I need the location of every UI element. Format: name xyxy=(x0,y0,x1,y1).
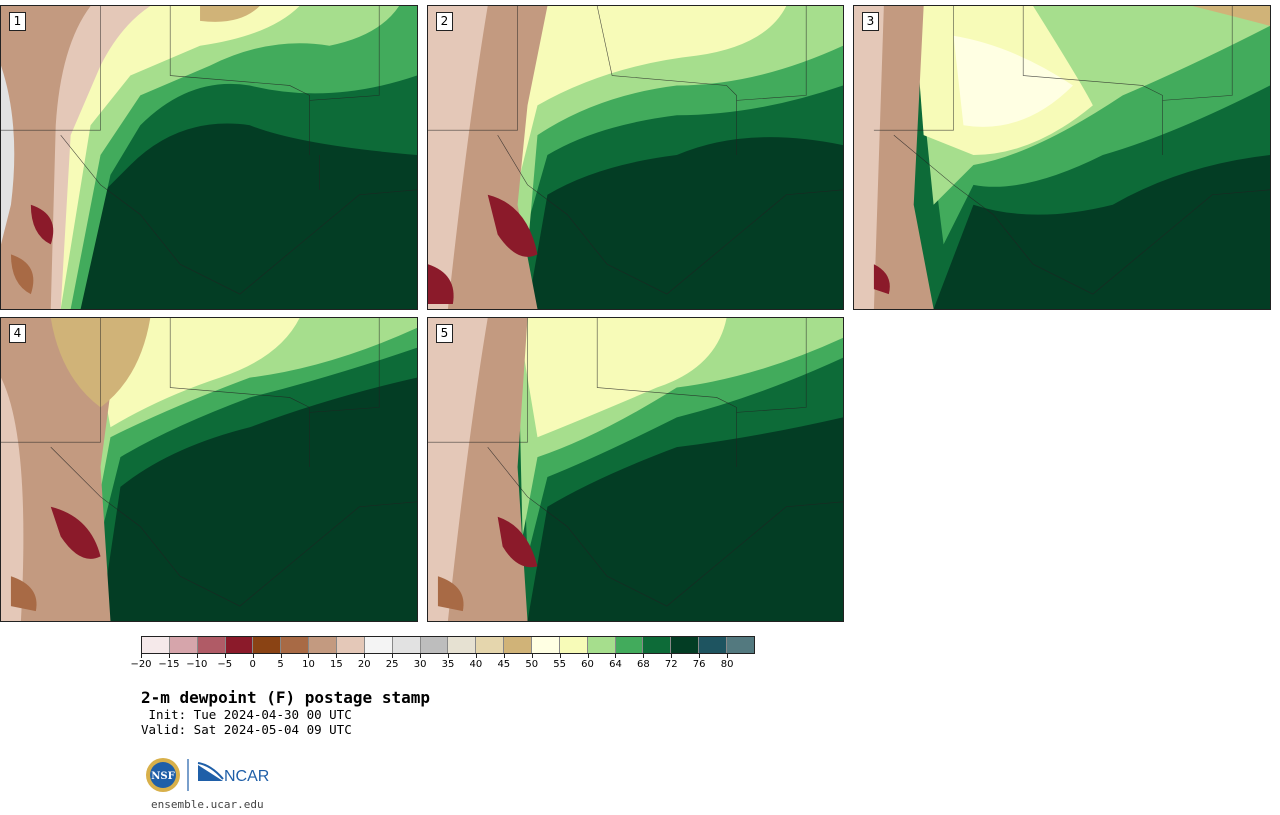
colorbar-tick xyxy=(224,654,226,658)
colorbar-tick xyxy=(587,654,589,658)
colorbar-tick-label: 60 xyxy=(581,659,594,670)
colorbar-tick-label: 45 xyxy=(497,659,511,670)
colorbar-tick-label: 30 xyxy=(413,659,427,670)
map-panel-5: 5 xyxy=(427,317,844,622)
colorbar-tick-label: −15 xyxy=(158,659,180,670)
colorbar-tick xyxy=(196,654,198,658)
map-panel-2: 2 xyxy=(427,5,844,310)
colorbar-tick xyxy=(252,654,254,658)
colorbar-tick xyxy=(392,654,394,658)
colorbar-segment xyxy=(699,637,728,653)
panel-number: 1 xyxy=(9,12,26,31)
colorbar-tick-label: 80 xyxy=(720,659,734,670)
colorbar-segment xyxy=(420,637,449,653)
colorbar-tick xyxy=(615,654,617,658)
map-panel-3: 3 xyxy=(853,5,1271,310)
colorbar-segment xyxy=(559,637,588,653)
colorbar-segment xyxy=(448,637,477,653)
panel-number: 4 xyxy=(9,324,26,343)
colorbar-tick-label: 64 xyxy=(609,659,622,670)
colorbar-tick-label: 25 xyxy=(385,659,399,670)
colorbar-tick xyxy=(643,654,645,658)
colorbar-segment xyxy=(225,637,254,653)
colorbar-tick-label: −20 xyxy=(130,659,152,670)
colorbar-segment xyxy=(392,637,421,653)
map-panel-4: 4 xyxy=(0,317,418,622)
colorbar-tick xyxy=(280,654,282,658)
chart-title: 2-m dewpoint (F) postage stamp xyxy=(141,688,430,707)
dewpoint-map-4 xyxy=(1,318,417,621)
dewpoint-map-5 xyxy=(428,318,843,621)
colorbar-tick xyxy=(420,654,422,658)
map-panel-1: 1 xyxy=(0,5,418,310)
nsf-logo-icon: NSF xyxy=(146,758,180,792)
colorbar-tick xyxy=(727,654,729,658)
dewpoint-map-2 xyxy=(428,6,843,309)
colorbar-segment xyxy=(142,637,170,653)
colorbar-segment xyxy=(476,637,505,653)
colorbar-tick xyxy=(308,654,310,658)
dewpoint-map-3 xyxy=(854,6,1270,309)
colorbar-tick-label: 55 xyxy=(553,659,566,670)
site-url: ensemble.ucar.edu xyxy=(151,798,264,811)
colorbar-segment xyxy=(253,637,282,653)
colorbar-segment xyxy=(197,637,226,653)
colorbar-tick xyxy=(699,654,701,658)
colorbar-segment xyxy=(727,637,754,653)
colorbar-segment xyxy=(169,637,198,653)
colorbar-tick xyxy=(141,654,142,658)
colorbar-tick xyxy=(531,654,533,658)
colorbar-tick xyxy=(448,654,449,658)
colorbar-tick-label: 10 xyxy=(302,659,315,670)
colorbar-tick-label: 72 xyxy=(664,659,678,670)
colorbar-ticks: −20 −15 −10 −5 0 5 10 15 20 25 30 35 40 45 50 55 60 64 68 7… xyxy=(130,654,755,674)
panel-number: 2 xyxy=(436,12,453,31)
colorbar-segment xyxy=(309,637,338,653)
colorbar-tick-label: 68 xyxy=(636,659,650,670)
colorbar-tick-label: 15 xyxy=(329,659,343,670)
panel-number: 3 xyxy=(862,12,879,31)
init-time: Init: Tue 2024-04-30 00 UTC xyxy=(141,707,352,722)
colorbar-segment xyxy=(337,637,365,653)
colorbar-tick-label: 40 xyxy=(469,659,483,670)
colorbar-tick-label: 5 xyxy=(277,659,284,670)
colorbar xyxy=(141,636,755,654)
colorbar-tick-label: 20 xyxy=(357,659,371,670)
colorbar-tick-label: 76 xyxy=(692,659,706,670)
colorbar-segment xyxy=(532,637,560,653)
colorbar-segment xyxy=(364,637,393,653)
colorbar-tick xyxy=(475,654,477,658)
svg-text:NCAR: NCAR xyxy=(224,768,269,785)
colorbar-tick-label: −5 xyxy=(217,659,233,670)
colorbar-segment xyxy=(615,637,644,653)
colorbar-segment xyxy=(671,637,700,653)
colorbar-segment xyxy=(504,637,533,653)
dewpoint-map-1 xyxy=(1,6,417,309)
colorbar-tick xyxy=(559,654,561,658)
ncar-logo-icon: NCAR xyxy=(197,762,269,785)
colorbar-segment xyxy=(587,637,616,653)
colorbar-segment xyxy=(643,637,672,653)
colorbar-tick-label: 50 xyxy=(525,659,539,670)
colorbar-tick xyxy=(671,654,673,658)
svg-text:NSF: NSF xyxy=(151,771,174,782)
colorbar-tick-label: −10 xyxy=(186,659,208,670)
nsf-ncar-logo: NSF NCAR xyxy=(146,758,269,792)
colorbar-tick xyxy=(336,654,338,658)
colorbar-tick xyxy=(168,654,170,658)
colorbar-tick-label: 35 xyxy=(441,659,455,670)
colorbar-segment xyxy=(281,637,310,653)
panel-number: 5 xyxy=(436,324,453,343)
valid-time: Valid: Sat 2024-05-04 09 UTC xyxy=(141,722,352,737)
colorbar-tick xyxy=(364,654,366,658)
colorbar-tick-label: 0 xyxy=(249,659,256,670)
colorbar-tick xyxy=(503,654,505,658)
